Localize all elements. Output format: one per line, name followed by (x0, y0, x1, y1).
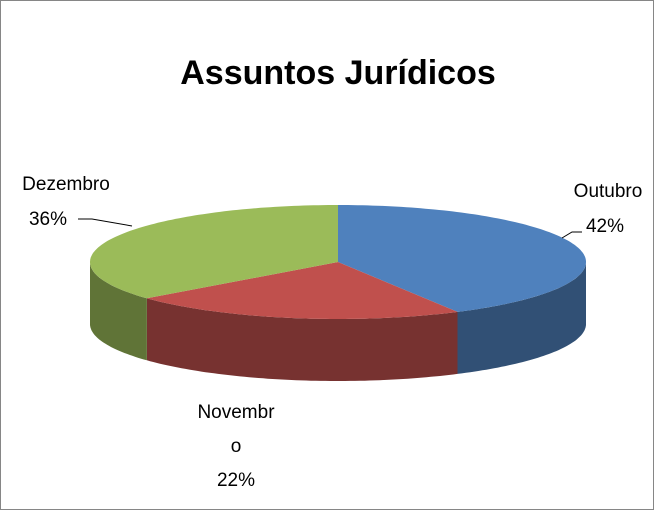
slice-label: Novembro (197, 402, 275, 457)
pie-sides (90, 262, 586, 381)
pie-slice-side (146, 298, 458, 381)
slice-value-label: 22% (216, 470, 256, 491)
pie-slice-side (457, 262, 586, 374)
leader-line (561, 231, 582, 239)
slice-value-label: 36% (29, 209, 67, 230)
pie-slice (90, 205, 338, 299)
slice-label: Dezembro (22, 174, 110, 195)
pie-slice (338, 205, 586, 312)
slice-label-group: Novembro 22% (197, 396, 275, 498)
pie-slice (146, 262, 458, 319)
slice-value-label: 42% (586, 216, 624, 237)
pie-tops (90, 205, 586, 319)
chart-title: Assuntos Jurídicos (180, 54, 496, 92)
pie-slice-side (90, 262, 147, 361)
leader-line (78, 218, 133, 227)
slice-label: Outubro (574, 181, 643, 202)
